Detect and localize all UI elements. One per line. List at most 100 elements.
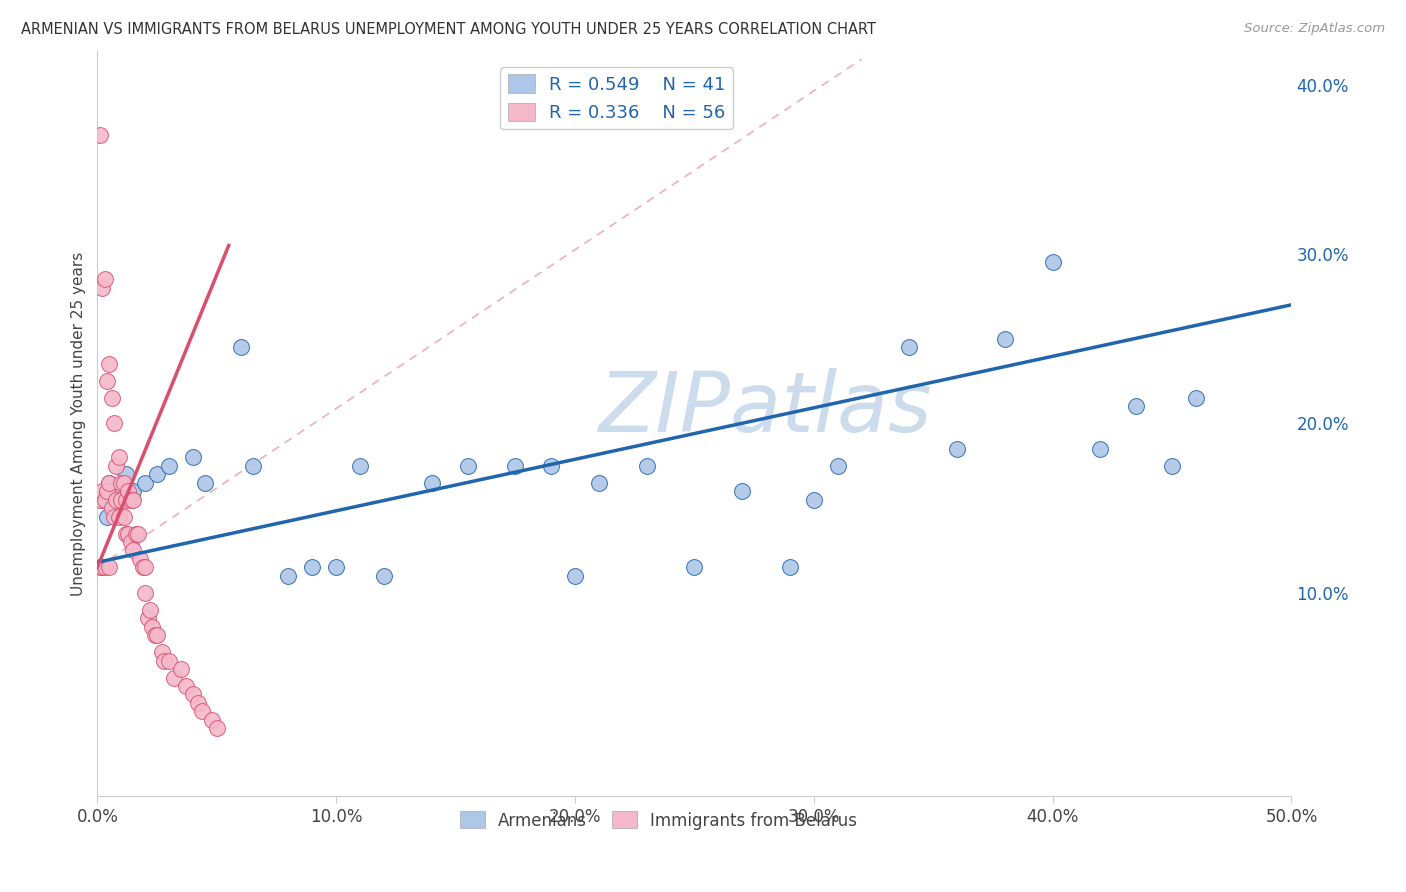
Point <box>134 560 156 574</box>
Point <box>1042 255 1064 269</box>
Point <box>163 671 186 685</box>
Point <box>122 492 145 507</box>
Point <box>946 442 969 456</box>
Point <box>103 509 125 524</box>
Point <box>108 509 131 524</box>
Point <box>93 560 115 574</box>
Point <box>122 543 145 558</box>
Point <box>731 484 754 499</box>
Point <box>157 654 180 668</box>
Point <box>1125 400 1147 414</box>
Point <box>170 662 193 676</box>
Point <box>103 484 125 499</box>
Point <box>205 722 228 736</box>
Point <box>98 357 121 371</box>
Point <box>136 611 159 625</box>
Point <box>187 696 209 710</box>
Point <box>122 484 145 499</box>
Point <box>120 535 142 549</box>
Point <box>229 340 252 354</box>
Point <box>96 374 118 388</box>
Point <box>1161 458 1184 473</box>
Point <box>115 492 138 507</box>
Point <box>146 628 169 642</box>
Point <box>636 458 658 473</box>
Point <box>89 560 111 574</box>
Point <box>139 603 162 617</box>
Point <box>127 526 149 541</box>
Point <box>349 458 371 473</box>
Point <box>108 450 131 465</box>
Point <box>96 509 118 524</box>
Legend: Armenians, Immigrants from Belarus: Armenians, Immigrants from Belarus <box>453 805 865 836</box>
Point <box>105 492 128 507</box>
Point <box>1090 442 1112 456</box>
Point <box>181 688 204 702</box>
Point <box>115 467 138 482</box>
Point <box>103 417 125 431</box>
Point <box>93 272 115 286</box>
Y-axis label: Unemployment Among Youth under 25 years: Unemployment Among Youth under 25 years <box>72 252 86 596</box>
Point <box>898 340 921 354</box>
Text: ARMENIAN VS IMMIGRANTS FROM BELARUS UNEMPLOYMENT AMONG YOUTH UNDER 25 YEARS CORR: ARMENIAN VS IMMIGRANTS FROM BELARUS UNEM… <box>21 22 876 37</box>
Point <box>325 560 347 574</box>
Point <box>779 560 801 574</box>
Point <box>105 458 128 473</box>
Point <box>174 679 197 693</box>
Point <box>588 475 610 490</box>
Text: ZIPatlas: ZIPatlas <box>599 368 932 449</box>
Point <box>129 552 152 566</box>
Point <box>827 458 849 473</box>
Point <box>100 391 122 405</box>
Point <box>141 620 163 634</box>
Point <box>89 128 111 143</box>
Point <box>277 569 299 583</box>
Point <box>803 492 825 507</box>
Point <box>91 560 114 574</box>
Point <box>157 458 180 473</box>
Point <box>124 526 146 541</box>
Point <box>153 654 176 668</box>
Text: Source: ZipAtlas.com: Source: ZipAtlas.com <box>1244 22 1385 36</box>
Point <box>100 501 122 516</box>
Point <box>91 281 114 295</box>
Point <box>134 475 156 490</box>
Point <box>120 492 142 507</box>
Point <box>91 484 114 499</box>
Point <box>143 628 166 642</box>
Point <box>1185 391 1208 405</box>
Point <box>564 569 586 583</box>
Point <box>98 475 121 490</box>
Point <box>683 560 706 574</box>
Point <box>117 526 139 541</box>
Point <box>105 492 128 507</box>
Point <box>150 645 173 659</box>
Point <box>994 332 1017 346</box>
Point <box>117 484 139 499</box>
Point <box>115 526 138 541</box>
Point <box>146 467 169 482</box>
Point <box>420 475 443 490</box>
Point <box>181 450 204 465</box>
Point <box>540 458 562 473</box>
Point <box>373 569 395 583</box>
Point <box>91 492 114 507</box>
Point <box>93 492 115 507</box>
Point <box>89 492 111 507</box>
Point <box>242 458 264 473</box>
Point <box>201 713 224 727</box>
Point <box>301 560 323 574</box>
Point <box>564 112 586 126</box>
Point <box>96 484 118 499</box>
Point <box>112 475 135 490</box>
Point <box>134 586 156 600</box>
Point <box>112 509 135 524</box>
Point <box>110 475 132 490</box>
Point <box>98 475 121 490</box>
Point <box>503 458 526 473</box>
Point <box>132 560 155 574</box>
Point <box>191 705 214 719</box>
Point <box>110 484 132 499</box>
Point <box>98 560 121 574</box>
Point <box>110 492 132 507</box>
